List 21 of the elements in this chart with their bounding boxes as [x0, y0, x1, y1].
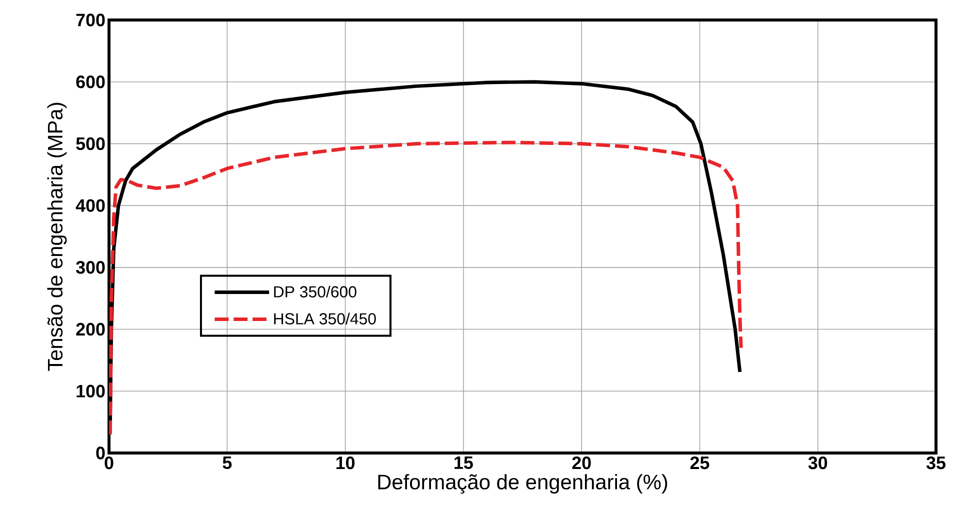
y-tick-label: 300 [76, 261, 105, 274]
x-tick-label: 5 [222, 456, 232, 470]
x-tick-label: 30 [808, 456, 828, 470]
y-tick-label: 700 [76, 14, 105, 26]
y-tick-label: 0 [96, 446, 105, 460]
legend-label: HSLA 350/450 [274, 312, 376, 324]
y-tick-label: 500 [76, 137, 105, 150]
y-tick-label: 200 [76, 322, 105, 336]
x-tick-label: 25 [690, 456, 710, 470]
line-series [109, 140, 743, 436]
x-tick-label: 35 [926, 456, 946, 470]
x-axis-title: Deformação de engenharia (%) [378, 474, 668, 494]
x-tick-label: 15 [454, 456, 473, 470]
x-tick-label: 0 [104, 456, 114, 470]
y-tick-label: 100 [76, 384, 105, 398]
y-tick-label: 400 [76, 199, 105, 212]
legend-label: DP 350/600 [274, 286, 356, 298]
y-tick-label: 600 [76, 75, 105, 88]
x-tick-label: 20 [572, 456, 591, 470]
x-tick-label: 10 [336, 456, 355, 470]
y-axis-title: Tensão de engenharia (MPa) [47, 102, 67, 371]
